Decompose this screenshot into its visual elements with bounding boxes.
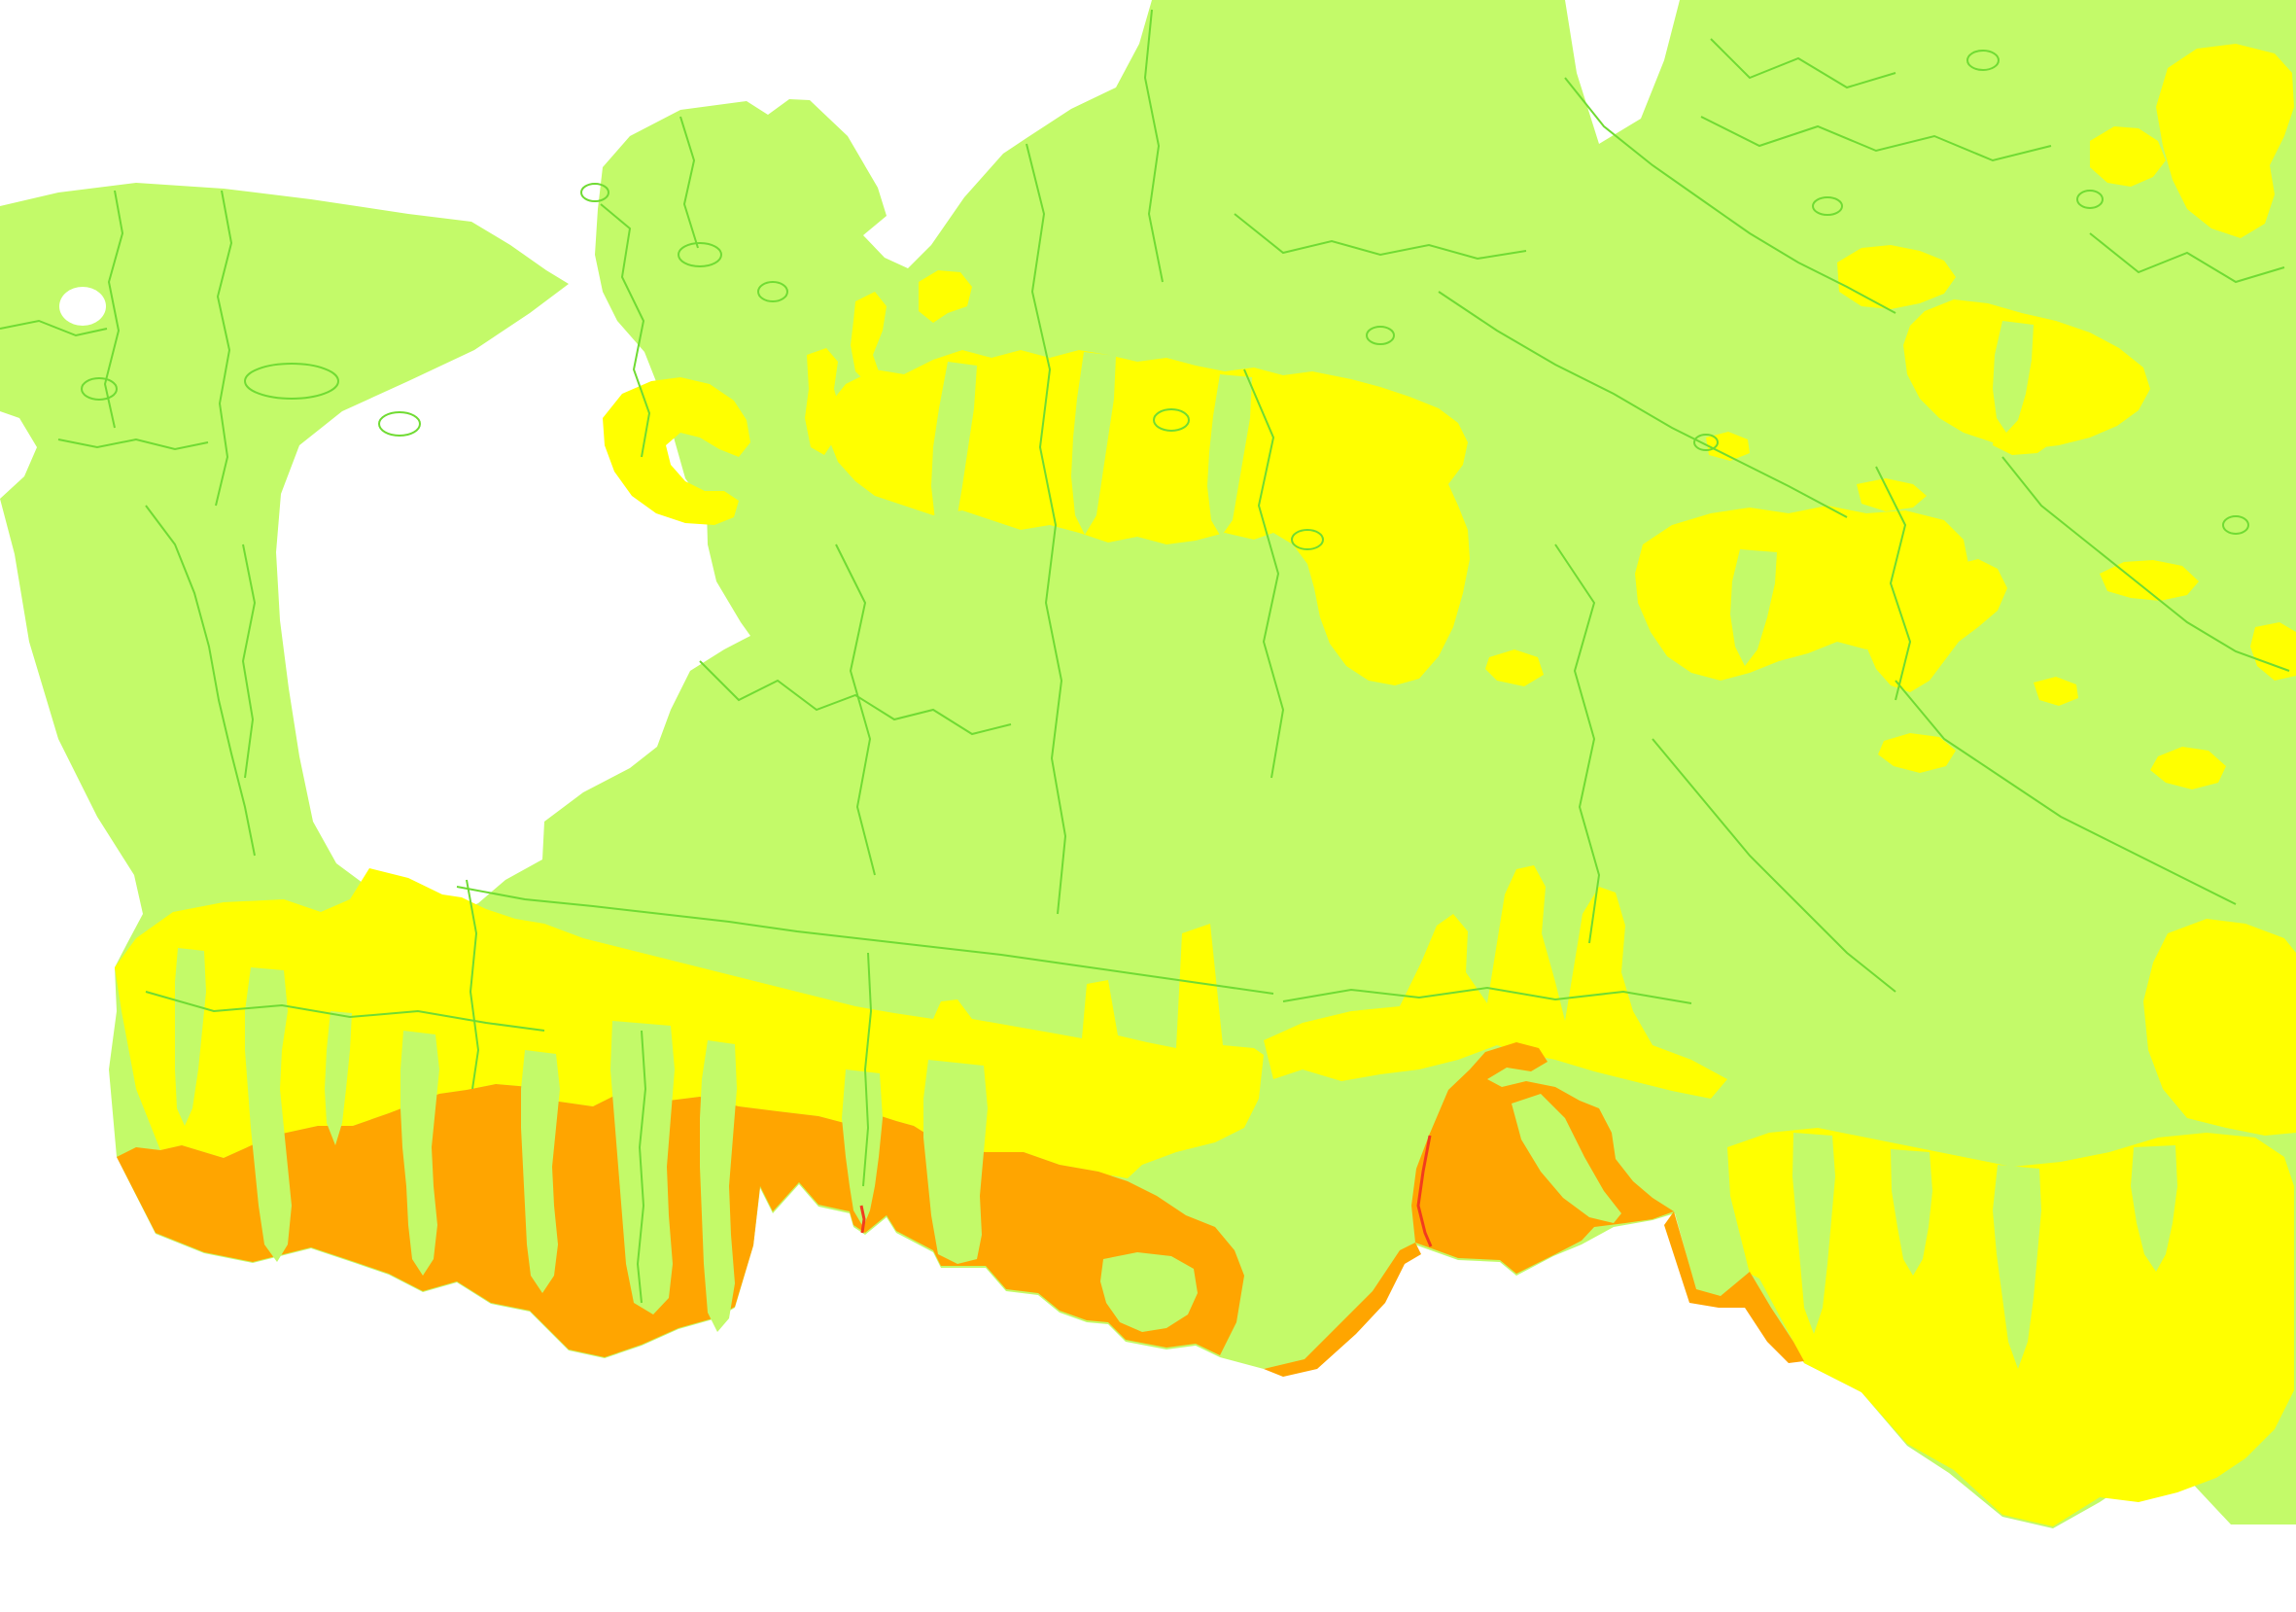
yellow-warning-area[interactable] bbox=[851, 292, 887, 384]
valley-overlay bbox=[1730, 549, 1777, 666]
municipal-boundary-line bbox=[145, 991, 545, 1032]
boundary-enclave bbox=[1153, 408, 1190, 432]
municipal-boundary-line bbox=[835, 543, 876, 876]
municipal-boundary-line bbox=[145, 505, 256, 857]
yellow-warning-area[interactable] bbox=[1485, 649, 1544, 686]
municipal-boundary-line bbox=[0, 319, 108, 337]
valley-overlay bbox=[1993, 321, 2034, 433]
boundary-enclave bbox=[81, 377, 118, 401]
orange-warning-area[interactable] bbox=[1664, 1211, 1804, 1363]
municipal-boundary-line bbox=[1652, 738, 1896, 993]
white-enclave bbox=[59, 287, 106, 326]
yellow-warning-area[interactable] bbox=[1264, 865, 1727, 1099]
yellow-warning-area[interactable] bbox=[1837, 245, 1956, 309]
boundary-enclave bbox=[1366, 326, 1395, 345]
boundary-enclave bbox=[1812, 196, 1843, 216]
valley-overlay bbox=[245, 967, 292, 1262]
valley-overlay bbox=[1207, 374, 1252, 537]
boundary-enclave bbox=[1966, 50, 2000, 71]
valley-overlay bbox=[610, 1021, 675, 1314]
boundary-enclave bbox=[1693, 434, 1719, 451]
yellow-warning-area[interactable] bbox=[805, 348, 841, 455]
municipal-boundary-line bbox=[679, 116, 699, 249]
municipal-boundary-line bbox=[2089, 232, 2285, 284]
valley-overlay bbox=[1792, 1133, 1835, 1334]
valley-overlay bbox=[400, 1031, 439, 1276]
municipal-boundary-line bbox=[1875, 466, 1912, 701]
yellow-warning-area[interactable] bbox=[2250, 622, 2296, 681]
boundary-enclave bbox=[2222, 515, 2249, 535]
valley-overlay bbox=[1993, 1165, 2041, 1369]
municipal-boundary-line bbox=[103, 190, 124, 429]
red-boundary-line bbox=[859, 1205, 866, 1234]
municipal-boundary-line bbox=[2001, 456, 2290, 672]
valley-overlay bbox=[325, 1011, 352, 1145]
municipal-boundary-line bbox=[1554, 543, 1601, 944]
yellow-warning-area[interactable] bbox=[1857, 478, 1927, 511]
municipal-boundary-line bbox=[1438, 291, 1848, 518]
municipal-boundary-line bbox=[1700, 116, 2052, 162]
red-boundary-line bbox=[1416, 1135, 1433, 1247]
valley-overlay bbox=[923, 1060, 988, 1264]
boundary-enclave bbox=[378, 411, 421, 437]
municipal-boundary-line bbox=[215, 190, 233, 507]
municipal-boundary-line bbox=[1282, 986, 1692, 1004]
valley-overlay bbox=[1100, 1252, 1198, 1332]
yellow-warning-area[interactable] bbox=[2100, 560, 2199, 601]
valley-overlay bbox=[1891, 1149, 1932, 1276]
municipal-boundary-line bbox=[699, 660, 1012, 736]
orange-warning-area[interactable] bbox=[1264, 1243, 1421, 1377]
boundary-enclave bbox=[757, 281, 788, 302]
municipal-boundary-line bbox=[1143, 9, 1164, 283]
white-enclaves-layer bbox=[59, 287, 106, 326]
valley-overlay bbox=[842, 1069, 883, 1227]
valley-overlay-layer bbox=[175, 321, 2177, 1369]
municipal-boundary-line bbox=[600, 203, 651, 458]
valley-overlay bbox=[700, 1040, 737, 1332]
boundary-enclave bbox=[580, 183, 609, 202]
yellow-warning-area[interactable] bbox=[1878, 733, 1956, 773]
valley-overlay bbox=[1512, 1094, 1621, 1223]
municipal-boundary-line bbox=[1243, 368, 1285, 779]
yellow-warning-area[interactable] bbox=[2090, 126, 2166, 187]
yellow-warning-area[interactable] bbox=[2143, 919, 2296, 1136]
municipal-boundary-line bbox=[636, 1030, 647, 1304]
valley-overlay bbox=[1071, 352, 1116, 535]
municipal-boundary-line bbox=[1234, 213, 1527, 261]
municipal-boundary-line bbox=[1026, 143, 1067, 915]
municipal-boundary-line bbox=[1564, 77, 1896, 314]
municipal-boundary-line bbox=[1895, 680, 2237, 905]
boundary-enclave bbox=[1291, 529, 1324, 550]
valley-overlay bbox=[2131, 1145, 2177, 1272]
yellow-warning-area[interactable] bbox=[603, 377, 750, 525]
yellow-warning-area[interactable] bbox=[919, 270, 972, 323]
municipal-boundary-line bbox=[466, 879, 480, 1090]
boundary-enclave bbox=[2076, 190, 2104, 209]
boundary-enclave bbox=[678, 242, 722, 267]
yellow-warning-area[interactable] bbox=[2034, 677, 2078, 706]
boundary-lines-layer bbox=[0, 9, 2290, 1304]
valley-overlay bbox=[931, 362, 977, 537]
yellow-warning-area[interactable] bbox=[2156, 44, 2294, 238]
red-boundaries-layer bbox=[859, 1135, 1433, 1247]
yellow-warning-area[interactable] bbox=[2150, 747, 2226, 789]
yellow-warning-area[interactable] bbox=[826, 350, 1470, 685]
valley-overlay bbox=[521, 1050, 560, 1293]
municipal-boundary-line bbox=[456, 886, 1274, 995]
valley-overlay bbox=[175, 948, 206, 1126]
yellow-warning-area[interactable] bbox=[1847, 541, 2007, 692]
boundary-enclave bbox=[244, 363, 339, 400]
municipal-boundary-line bbox=[241, 543, 257, 779]
municipal-boundary-line bbox=[1710, 38, 1896, 89]
municipal-boundary-line bbox=[862, 952, 873, 1187]
municipal-boundary-line bbox=[57, 438, 209, 451]
